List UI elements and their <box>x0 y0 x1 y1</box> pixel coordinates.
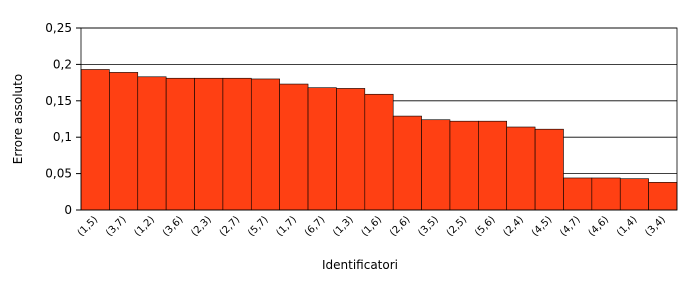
x-tick-label: (3,7) <box>104 214 129 239</box>
bar <box>506 126 536 211</box>
x-tick-label: (4,5) <box>530 214 555 239</box>
bar <box>648 182 678 211</box>
bar <box>336 88 366 211</box>
x-tick-label: (1,7) <box>274 214 299 239</box>
x-tick-label: (2,5) <box>445 214 470 239</box>
y-tick-label: 0,25 <box>45 21 72 35</box>
bar <box>80 69 110 211</box>
x-tick-label: (2,4) <box>501 214 526 239</box>
bar <box>563 177 593 211</box>
y-tick-label: 0,15 <box>45 94 72 108</box>
bar <box>364 93 394 211</box>
bar <box>279 83 309 211</box>
x-tick-label: (1,3) <box>331 214 356 239</box>
bar <box>307 87 337 211</box>
bar <box>591 177 621 211</box>
x-tick-label: (2,6) <box>388 214 413 239</box>
bar <box>449 120 479 211</box>
bar <box>109 72 139 211</box>
x-tick-label: (6,7) <box>303 214 328 239</box>
x-tick-label: (2,3) <box>189 214 214 239</box>
bar <box>478 120 508 211</box>
x-tick-label: (4,6) <box>587 214 612 239</box>
y-tick-label: 0,1 <box>53 130 72 144</box>
x-tick-label: (2,7) <box>218 214 243 239</box>
bar <box>619 178 649 211</box>
x-tick-label: (1,6) <box>360 214 385 239</box>
x-tick-label: (5,6) <box>473 214 498 239</box>
x-tick-label: (3,4) <box>643 214 668 239</box>
bar <box>392 115 422 211</box>
x-tick-label: (1,4) <box>615 214 640 239</box>
x-tick-label: (3,5) <box>416 214 441 239</box>
bar <box>222 77 252 211</box>
y-tick-label: 0 <box>64 203 72 217</box>
x-tick-label: (4,7) <box>558 214 583 239</box>
y-tick-label: 0,2 <box>53 57 72 71</box>
x-axis-label: Identificatori <box>322 258 398 272</box>
bar <box>250 78 280 211</box>
y-axis-label: Errore assoluto <box>11 74 25 164</box>
bar <box>194 77 224 211</box>
y-tick-label: 0,05 <box>45 167 72 181</box>
bar <box>165 77 195 211</box>
bar <box>534 128 564 211</box>
plot-frame <box>80 27 678 211</box>
bar <box>137 76 167 211</box>
x-tick-label: (3,6) <box>161 214 186 239</box>
x-tick-label: (1,5) <box>76 214 101 239</box>
x-tick-label: (1,2) <box>133 214 158 239</box>
bar <box>421 119 451 211</box>
x-tick-label: (5,7) <box>246 214 271 239</box>
